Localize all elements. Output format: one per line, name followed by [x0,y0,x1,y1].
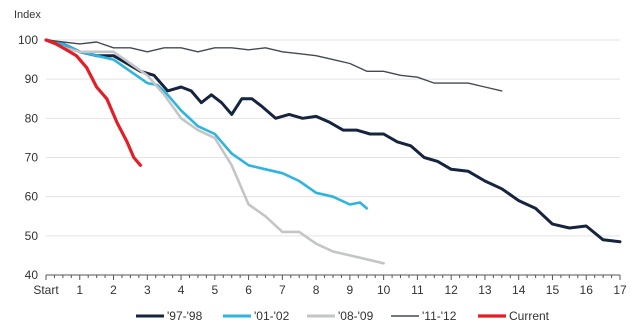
y-tick-label: 60 [25,190,39,204]
x-tick-label: 15 [546,283,560,297]
x-tick-label: 3 [144,283,151,297]
y-tick-label: 40 [25,268,39,282]
x-tick-labels: Start 1 2 3 4 5 6 7 8 9 10 11 12 13 14 15 16 17 [33,283,627,297]
x-tick-label: 12 [444,283,458,297]
x-tick-label: 2 [110,283,117,297]
series-lines [44,38,622,265]
legend: '97-'98 '01-'02 '08-'09 '11-'12 Current [136,309,550,323]
x-tick-label: 6 [245,283,252,297]
y-tick-label: 70 [25,151,39,165]
legend-label: Current [509,309,550,323]
y-tick-label: 50 [25,229,39,243]
x-tick-label: 1 [76,283,83,297]
y-tick-label: 100 [18,33,38,47]
x-tick-label: 10 [377,283,391,297]
series-line [44,38,369,210]
series-line [44,38,622,244]
x-tick-label: 4 [178,283,185,297]
x-tick-label: Start [33,283,59,297]
y-axis-title: Index [14,9,41,21]
x-tick-label: 14 [512,283,526,297]
axes [45,274,621,280]
legend-label: '97-'98 [167,309,203,323]
legend-label: '11-'12 [422,309,457,323]
x-tick-label: 13 [478,283,492,297]
legend-label: '08-'09 [338,309,374,323]
series-line [44,38,143,167]
legend-label: '01-'02 [254,309,290,323]
x-tick-label: 7 [279,283,286,297]
x-tick-label: 17 [613,283,627,297]
x-tick-label: 8 [313,283,320,297]
x-tick-label: 9 [347,283,354,297]
x-tick-label: 11 [411,283,424,297]
y-tick-label: 90 [25,72,39,86]
y-tick-labels: 40 50 60 70 80 90 100 [18,33,38,282]
series-line [45,39,503,92]
x-tick-label: 5 [211,283,218,297]
series-line [44,38,385,265]
x-tick-label: 16 [580,283,594,297]
y-tick-label: 80 [25,111,39,125]
